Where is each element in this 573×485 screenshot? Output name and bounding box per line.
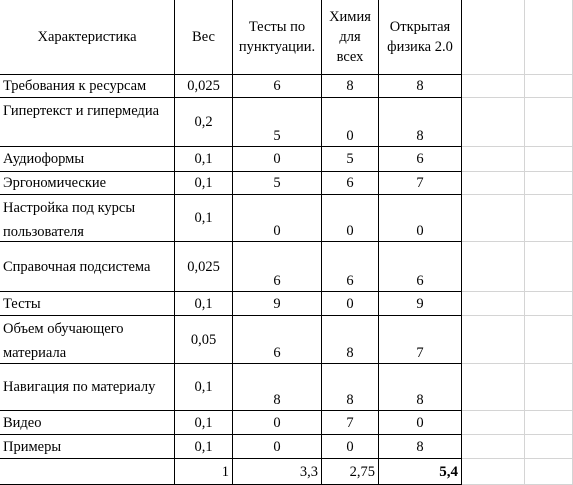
- empty-cell: [525, 195, 573, 242]
- score-cell: 9: [233, 292, 322, 316]
- score-cell: 7: [379, 172, 462, 195]
- score-cell: 6: [379, 242, 462, 292]
- row-label: Объем обучающего материала: [0, 316, 175, 364]
- empty-cell: [0, 459, 175, 485]
- total-cell: 3,3: [233, 459, 322, 485]
- empty-cell: [462, 75, 525, 98]
- header-cell: Открытая физика 2.0: [379, 0, 462, 75]
- empty-cell: [462, 98, 525, 147]
- empty-cell: [525, 411, 573, 435]
- weight-cell: 0,1: [175, 195, 233, 242]
- row-label: Эргономические: [0, 172, 175, 195]
- empty-cell: [525, 316, 573, 364]
- score-cell: 0: [379, 195, 462, 242]
- total-cell: 1: [175, 459, 233, 485]
- score-cell: 8: [379, 98, 462, 147]
- empty-cell: [525, 172, 573, 195]
- empty-cell: [525, 292, 573, 316]
- empty-cell: [462, 459, 525, 485]
- score-cell: 0: [322, 98, 379, 147]
- score-cell: 0: [233, 147, 322, 172]
- score-cell: 8: [322, 75, 379, 98]
- score-cell: 0: [322, 195, 379, 242]
- empty-cell: [525, 242, 573, 292]
- weight-cell: 0,1: [175, 411, 233, 435]
- row-label: Видео: [0, 411, 175, 435]
- score-cell: 0: [322, 435, 379, 459]
- score-cell: 0: [322, 292, 379, 316]
- header-cell: Химия для всех: [322, 0, 379, 75]
- score-cell: 6: [233, 242, 322, 292]
- score-cell: 0: [233, 195, 322, 242]
- empty-cell: [462, 172, 525, 195]
- total-cell: 5,4: [379, 459, 462, 485]
- empty-cell: [525, 98, 573, 147]
- score-cell: 0: [233, 435, 322, 459]
- empty-cell: [525, 75, 573, 98]
- row-label: Тесты: [0, 292, 175, 316]
- score-cell: 7: [379, 316, 462, 364]
- header-cell: Характеристика: [0, 0, 175, 75]
- empty-cell: [462, 292, 525, 316]
- score-cell: 5: [233, 172, 322, 195]
- weight-cell: 0,2: [175, 98, 233, 147]
- score-cell: 6: [322, 172, 379, 195]
- score-cell: 5: [322, 147, 379, 172]
- empty-cell: [462, 242, 525, 292]
- score-cell: 0: [233, 411, 322, 435]
- score-cell: 9: [379, 292, 462, 316]
- score-cell: 6: [322, 242, 379, 292]
- empty-cell: [525, 435, 573, 459]
- header-cell: Тесты по пунктуации.: [233, 0, 322, 75]
- score-cell: 8: [233, 364, 322, 411]
- row-label: Требования к ресурсам: [0, 75, 175, 98]
- row-label: Настройка под курсы пользователя: [0, 195, 175, 242]
- weight-cell: 0,05: [175, 316, 233, 364]
- score-cell: 8: [379, 435, 462, 459]
- row-label: Справочная подсистема: [0, 242, 175, 292]
- empty-cell: [462, 435, 525, 459]
- score-cell: 7: [322, 411, 379, 435]
- empty-cell: [462, 0, 525, 75]
- empty-cell: [462, 195, 525, 242]
- row-label: Аудиоформы: [0, 147, 175, 172]
- weight-cell: 0,025: [175, 75, 233, 98]
- empty-cell: [525, 364, 573, 411]
- empty-cell: [525, 147, 573, 172]
- score-cell: 6: [233, 316, 322, 364]
- weight-cell: 0,1: [175, 364, 233, 411]
- score-cell: 8: [322, 316, 379, 364]
- empty-cell: [462, 364, 525, 411]
- row-label: Примеры: [0, 435, 175, 459]
- weight-cell: 0,1: [175, 147, 233, 172]
- weight-cell: 0,1: [175, 435, 233, 459]
- empty-cell: [462, 411, 525, 435]
- score-cell: 0: [379, 411, 462, 435]
- empty-cell: [462, 316, 525, 364]
- weight-cell: 0,025: [175, 242, 233, 292]
- score-cell: 6: [379, 147, 462, 172]
- total-cell: 2,75: [322, 459, 379, 485]
- empty-cell: [462, 147, 525, 172]
- weight-cell: 0,1: [175, 292, 233, 316]
- empty-cell: [525, 0, 573, 75]
- row-label: Гипертекст и гипермедиа: [0, 98, 175, 147]
- score-cell: 8: [379, 75, 462, 98]
- score-cell: 8: [322, 364, 379, 411]
- empty-cell: [525, 459, 573, 485]
- weight-cell: 0,1: [175, 172, 233, 195]
- score-cell: 5: [233, 98, 322, 147]
- row-label: Навигация по материалу: [0, 364, 175, 411]
- score-cell: 6: [233, 75, 322, 98]
- score-cell: 8: [379, 364, 462, 411]
- header-cell: Вес: [175, 0, 233, 75]
